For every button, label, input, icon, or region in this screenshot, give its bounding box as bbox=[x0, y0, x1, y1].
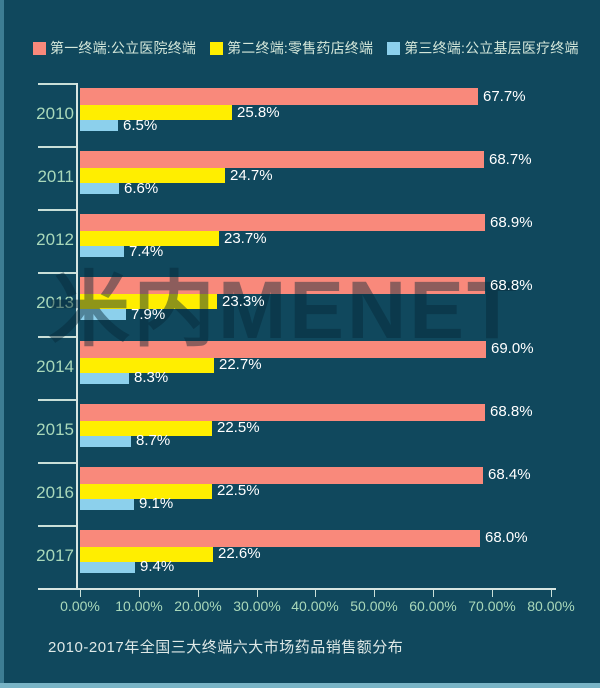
value-label-2015-series-3: 8.7% bbox=[136, 432, 171, 449]
legend-swatch-terminal-3 bbox=[387, 41, 401, 55]
x-axis-tick-label-6: 60.00% bbox=[409, 598, 457, 614]
value-label-2012-series-2: 23.7% bbox=[224, 230, 267, 247]
value-label-2013-series-3: 7.9% bbox=[131, 306, 166, 323]
bar-2013-series-1 bbox=[80, 277, 485, 294]
bar-2010-series-3 bbox=[80, 120, 118, 131]
bar-2016-series-2 bbox=[80, 484, 212, 499]
value-label-2017-series-1: 68.0% bbox=[485, 529, 528, 546]
category-separator-tick bbox=[38, 462, 78, 464]
x-axis-tick-5 bbox=[374, 590, 375, 597]
x-axis-line bbox=[38, 588, 556, 590]
bar-2015-series-1 bbox=[80, 404, 485, 421]
x-axis-tick-label-2: 20.00% bbox=[174, 598, 222, 614]
category-label-2017: 2017 bbox=[36, 546, 74, 565]
x-axis-tick-1 bbox=[139, 590, 140, 597]
x-axis-tick-8 bbox=[551, 590, 552, 597]
legend-item-terminal-2: 第二终端:零售药店终端 bbox=[210, 38, 373, 58]
bar-2012-series-1 bbox=[80, 214, 485, 231]
x-axis-tick-label-3: 30.00% bbox=[233, 598, 281, 614]
bar-2017-series-3 bbox=[80, 562, 135, 573]
value-label-2014-series-1: 69.0% bbox=[491, 340, 534, 357]
bar-2014-series-1 bbox=[80, 341, 486, 358]
x-axis-tick-6 bbox=[433, 590, 434, 597]
x-axis-tick-2 bbox=[198, 590, 199, 597]
bar-2010-series-2 bbox=[80, 105, 232, 120]
category-separator-tick bbox=[38, 83, 78, 85]
bar-2013-series-3 bbox=[80, 309, 126, 320]
category-label-2013: 2013 bbox=[36, 293, 74, 312]
category-label-2011: 2011 bbox=[37, 167, 74, 186]
bar-2012-series-3 bbox=[80, 246, 124, 257]
category-separator-tick bbox=[38, 399, 78, 401]
value-label-2012-series-3: 7.4% bbox=[129, 243, 164, 260]
legend-label-terminal-1: 第一终端:公立医院终端 bbox=[50, 40, 197, 56]
category-separator-tick bbox=[38, 272, 78, 274]
value-label-2014-series-3: 8.3% bbox=[134, 369, 169, 386]
bar-2014-series-2 bbox=[80, 358, 214, 373]
value-label-2013-series-1: 68.8% bbox=[490, 277, 533, 294]
bar-2012-series-2 bbox=[80, 231, 219, 246]
bar-2014-series-3 bbox=[80, 373, 129, 384]
category-label-2014: 2014 bbox=[36, 357, 74, 376]
category-label-2016: 2016 bbox=[36, 483, 74, 502]
bar-2010-series-1 bbox=[80, 88, 478, 105]
bar-2016-series-3 bbox=[80, 499, 134, 510]
left-edge-strip bbox=[0, 0, 4, 688]
value-label-2011-series-2: 24.7% bbox=[230, 167, 273, 184]
bar-2017-series-2 bbox=[80, 547, 213, 562]
value-label-2014-series-2: 22.7% bbox=[219, 356, 262, 373]
value-label-2011-series-1: 68.7% bbox=[489, 151, 532, 168]
value-label-2010-series-3: 6.5% bbox=[123, 117, 158, 134]
value-label-2016-series-1: 68.4% bbox=[488, 466, 531, 483]
value-label-2010-series-1: 67.7% bbox=[483, 88, 526, 105]
value-label-2017-series-2: 22.6% bbox=[218, 545, 261, 562]
x-axis-tick-label-0: 0.00% bbox=[60, 598, 100, 614]
x-axis-tick-3 bbox=[257, 590, 258, 597]
category-label-2010: 2010 bbox=[36, 104, 74, 123]
value-label-2011-series-3: 6.6% bbox=[124, 180, 159, 197]
x-axis-tick-label-7: 70.00% bbox=[468, 598, 516, 614]
value-label-2015-series-1: 68.8% bbox=[490, 403, 533, 420]
bar-2017-series-1 bbox=[80, 530, 480, 547]
bar-2015-series-3 bbox=[80, 436, 131, 447]
legend-label-terminal-2: 第二终端:零售药店终端 bbox=[227, 40, 374, 56]
x-axis-tick-label-8: 80.00% bbox=[527, 598, 575, 614]
bar-2015-series-2 bbox=[80, 421, 212, 436]
category-separator-tick bbox=[38, 525, 78, 527]
legend-swatch-terminal-1 bbox=[33, 41, 46, 55]
x-axis-tick-4 bbox=[315, 590, 316, 597]
category-label-2015: 2015 bbox=[36, 420, 74, 439]
category-separator-tick bbox=[38, 146, 78, 148]
bar-2011-series-2 bbox=[80, 168, 225, 183]
value-label-2016-series-3: 9.1% bbox=[139, 495, 174, 512]
value-label-2017-series-3: 9.4% bbox=[140, 558, 175, 575]
legend: 第一终端:公立医院终端 第二终端:零售药店终端 第三终端:公立基层医疗终端 bbox=[33, 38, 579, 58]
legend-swatch-terminal-2 bbox=[210, 41, 224, 55]
legend-item-terminal-3: 第三终端:公立基层医疗终端 bbox=[387, 38, 579, 58]
x-axis-tick-7 bbox=[492, 590, 493, 597]
x-axis-tick-label-4: 40.00% bbox=[291, 598, 339, 614]
category-label-2012: 2012 bbox=[36, 230, 74, 249]
value-label-2010-series-2: 25.8% bbox=[237, 104, 280, 121]
value-label-2016-series-2: 22.5% bbox=[217, 482, 260, 499]
value-label-2012-series-1: 68.9% bbox=[490, 214, 533, 231]
x-axis-tick-0 bbox=[80, 590, 81, 597]
y-axis-line bbox=[76, 83, 78, 590]
chart-title: 2010-2017年全国三大终端六大市场药品销售额分布 bbox=[48, 639, 404, 656]
category-separator-tick bbox=[38, 209, 78, 211]
bar-2011-series-3 bbox=[80, 183, 119, 194]
legend-item-terminal-1: 第一终端:公立医院终端 bbox=[33, 38, 196, 58]
category-separator-tick bbox=[38, 336, 78, 338]
bottom-edge-strip bbox=[0, 683, 600, 688]
bar-2016-series-1 bbox=[80, 467, 483, 484]
value-label-2013-series-2: 23.3% bbox=[222, 293, 265, 310]
x-axis-tick-label-5: 50.00% bbox=[350, 598, 398, 614]
bar-2011-series-1 bbox=[80, 151, 484, 168]
legend-label-terminal-3: 第三终端:公立基层医疗终端 bbox=[404, 40, 579, 56]
value-label-2015-series-2: 22.5% bbox=[217, 419, 260, 436]
x-axis-tick-label-1: 10.00% bbox=[115, 598, 163, 614]
bar-2013-series-2 bbox=[80, 294, 217, 309]
